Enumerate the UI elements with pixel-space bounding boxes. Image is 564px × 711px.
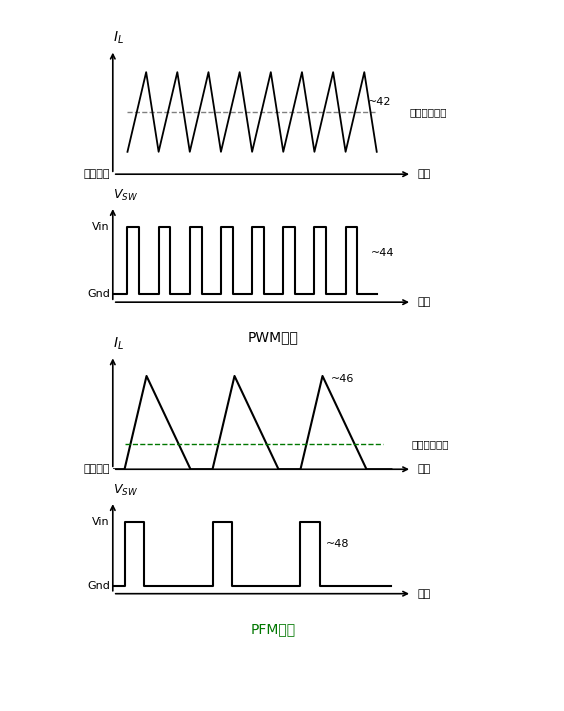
Text: $V_{SW}$: $V_{SW}$ bbox=[113, 483, 138, 498]
Text: 时间: 时间 bbox=[418, 589, 431, 599]
Text: $V_{SW}$: $V_{SW}$ bbox=[113, 188, 138, 203]
Text: 时间: 时间 bbox=[418, 464, 431, 474]
Text: ~48: ~48 bbox=[326, 538, 349, 549]
Text: PFM模式: PFM模式 bbox=[251, 622, 296, 636]
Text: 时间: 时间 bbox=[418, 169, 431, 179]
Text: 零电流位: 零电流位 bbox=[83, 169, 110, 179]
Text: Gnd: Gnd bbox=[87, 289, 110, 299]
Text: $I_L$: $I_L$ bbox=[113, 30, 124, 46]
Text: PWM模式: PWM模式 bbox=[248, 331, 299, 345]
Text: 平均电感电流: 平均电感电流 bbox=[409, 107, 447, 117]
Text: ~46: ~46 bbox=[331, 374, 355, 384]
Text: Vin: Vin bbox=[92, 517, 110, 527]
Text: 零电流位: 零电流位 bbox=[83, 464, 110, 474]
Text: ~44: ~44 bbox=[371, 248, 394, 258]
Text: Vin: Vin bbox=[92, 223, 110, 232]
Text: Gnd: Gnd bbox=[87, 582, 110, 592]
Text: $I_L$: $I_L$ bbox=[113, 336, 124, 352]
Text: 时间: 时间 bbox=[418, 297, 431, 307]
Text: ~42: ~42 bbox=[368, 97, 391, 107]
Text: 平均电感电流: 平均电感电流 bbox=[412, 439, 450, 449]
